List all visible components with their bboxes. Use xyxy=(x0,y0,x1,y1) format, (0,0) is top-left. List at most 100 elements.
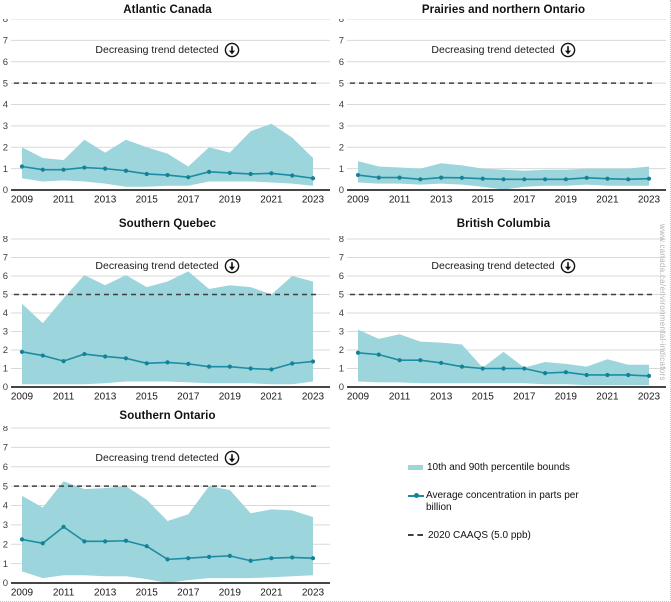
x-tick-label: 2019 xyxy=(219,195,242,206)
y-tick-label: 7 xyxy=(3,36,8,47)
y-tick-label: 4 xyxy=(3,308,8,319)
y-tick-label: 2 xyxy=(3,345,8,356)
x-tick-label: 2015 xyxy=(472,195,495,206)
y-tick-label: 0 xyxy=(3,578,8,589)
y-tick-label: 3 xyxy=(3,520,8,531)
y-tick-label: 2 xyxy=(3,142,8,153)
chart-southern-quebec: Southern Quebec Decreasing trend detecte… xyxy=(0,211,335,405)
x-tick-label: 2021 xyxy=(260,195,283,206)
x-tick-label: 2021 xyxy=(596,195,619,206)
x-tick-label: 2023 xyxy=(302,392,325,403)
data-point xyxy=(397,175,402,180)
trend-annotation: Decreasing trend detected xyxy=(336,258,670,274)
data-point xyxy=(480,176,485,181)
down-arrow-circle-icon xyxy=(560,258,576,274)
x-tick-label: 2023 xyxy=(638,392,661,403)
data-point xyxy=(626,372,631,378)
x-tick-label: 2011 xyxy=(389,392,411,403)
plot-area: 0 1 2 3 4 5 6 7 8 2009 2011 2013 2015 2017 2019 2021 202… xyxy=(339,236,666,403)
x-tick-label: 2013 xyxy=(94,588,117,599)
percentile-band xyxy=(358,161,649,190)
trend-annotation: Decreasing trend detected xyxy=(336,42,670,58)
data-point xyxy=(290,173,295,178)
trend-annotation-text: Decreasing trend detected xyxy=(431,260,555,272)
plot-area: 0 1 2 3 4 5 6 7 8 2009 2011 2013 2015 2017 2019 2021 202… xyxy=(339,19,666,206)
trend-annotation: Decreasing trend detected xyxy=(0,258,335,274)
data-point xyxy=(626,177,631,182)
y-tick-label: 6 xyxy=(3,57,8,68)
x-tick-label: 2009 xyxy=(11,392,34,403)
data-point xyxy=(165,360,170,365)
data-point xyxy=(501,177,506,182)
x-tick-label: 2011 xyxy=(53,392,75,403)
x-tick-label: 2009 xyxy=(11,588,34,599)
data-point xyxy=(186,361,191,366)
x-tick-label: 2021 xyxy=(260,588,283,599)
data-point xyxy=(82,165,87,170)
y-tick-label: 1 xyxy=(339,364,344,375)
data-point xyxy=(459,175,465,180)
data-point xyxy=(144,361,149,366)
data-point xyxy=(480,366,485,371)
data-point xyxy=(82,351,87,357)
data-point xyxy=(522,366,527,371)
data-point xyxy=(186,175,191,180)
data-point xyxy=(290,361,295,366)
data-point xyxy=(165,557,170,562)
y-tick-label: 1 xyxy=(339,164,344,175)
down-arrow-circle-icon xyxy=(224,258,240,274)
y-tick-label: 6 xyxy=(3,271,8,282)
caaqs-dashed-line-marker-icon xyxy=(408,533,423,536)
y-tick-label: 5 xyxy=(3,481,8,492)
data-point xyxy=(310,359,316,364)
data-point xyxy=(501,366,506,371)
trend-annotation-text: Decreasing trend detected xyxy=(95,260,219,272)
y-tick-label: 1 xyxy=(3,164,8,175)
data-point xyxy=(459,364,465,369)
y-tick-label: 7 xyxy=(3,443,8,454)
y-tick-label: 5 xyxy=(339,78,344,89)
percentile-band xyxy=(22,271,313,385)
y-tick-label: 6 xyxy=(339,271,344,282)
data-point xyxy=(563,370,568,375)
x-tick-label: 2013 xyxy=(94,195,117,206)
trend-annotation: Decreasing trend detected xyxy=(0,42,335,58)
x-tick-label: 2023 xyxy=(302,588,325,599)
x-tick-label: 2013 xyxy=(94,392,117,403)
data-point xyxy=(144,171,149,177)
y-tick-label: 0 xyxy=(339,382,344,393)
x-tick-label: 2017 xyxy=(513,392,536,403)
y-tick-label: 5 xyxy=(3,290,8,301)
y-tick-label: 0 xyxy=(3,382,8,393)
legend-label: Average concentration in parts per billi… xyxy=(426,489,579,514)
chart-title: Prairies and northern Ontario xyxy=(421,3,586,16)
x-tick-label: 2013 xyxy=(430,195,453,206)
y-tick-label: 1 xyxy=(3,364,8,375)
percentile-band xyxy=(358,329,649,386)
data-point xyxy=(355,172,361,178)
data-point xyxy=(206,364,212,369)
x-tick-label: 2019 xyxy=(219,588,242,599)
chart-title: Southern Ontario xyxy=(119,410,216,422)
down-arrow-circle-icon xyxy=(224,450,240,466)
data-point xyxy=(439,360,444,366)
data-point xyxy=(123,356,129,361)
data-point xyxy=(542,371,548,376)
data-point xyxy=(522,177,527,182)
percentile-band xyxy=(22,123,313,187)
data-point xyxy=(40,353,45,358)
data-point xyxy=(82,539,87,544)
data-point xyxy=(248,366,253,371)
y-tick-label: 3 xyxy=(3,121,8,132)
y-tick-label: 2 xyxy=(339,142,344,153)
x-tick-label: 2019 xyxy=(555,392,578,403)
data-point xyxy=(310,176,316,181)
data-point xyxy=(186,556,191,561)
data-point xyxy=(227,553,232,558)
data-point xyxy=(103,539,108,544)
data-point xyxy=(439,175,444,180)
x-tick-label: 2017 xyxy=(177,195,200,206)
percentile-band-swatch-icon xyxy=(408,465,423,470)
legend-item-percentile-bounds: 10th and 90th percentile bounds xyxy=(408,462,646,475)
data-point xyxy=(123,538,129,543)
